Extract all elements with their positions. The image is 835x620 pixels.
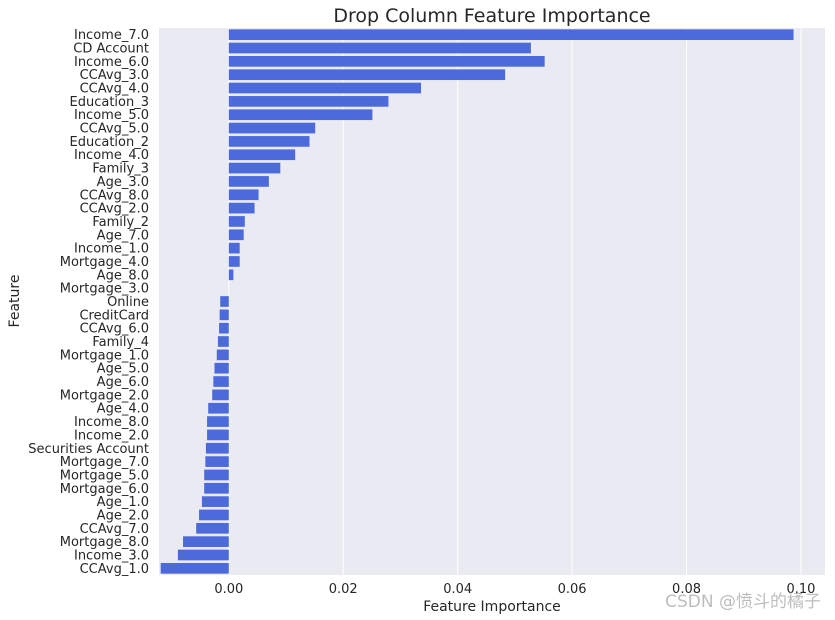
y-tick-label: Family_3 — [92, 162, 149, 177]
y-tick-label: Family_4 — [92, 335, 149, 350]
y-tick-label: CCAvg_7.0 — [80, 522, 149, 537]
y-tick-label: Age_8.0 — [97, 268, 149, 283]
x-tick-label: 0.10 — [786, 582, 815, 597]
y-tick-label: Mortgage_2.0 — [60, 388, 149, 403]
y-tick-label: Age_3.0 — [97, 175, 149, 190]
y-tick-label: CCAvg_5.0 — [80, 122, 149, 137]
x-axis-label: Feature Importance — [423, 599, 561, 615]
y-tick-label: CCAvg_1.0 — [80, 562, 149, 577]
bar — [199, 509, 229, 521]
bar — [220, 296, 229, 307]
bar — [213, 376, 229, 387]
bar — [207, 416, 229, 427]
y-tick-label: CreditCard — [79, 308, 149, 323]
bar — [228, 56, 545, 67]
y-tick-label: Age_2.0 — [97, 508, 149, 523]
y-tick-label: Age_5.0 — [97, 362, 149, 377]
y-tick-label: Age_6.0 — [97, 375, 149, 390]
y-tick-label: Income_5.0 — [74, 108, 149, 123]
bar — [228, 82, 422, 94]
y-tick-label: CCAvg_2.0 — [80, 202, 149, 217]
x-tick-label: 0.02 — [329, 582, 358, 597]
bar — [228, 229, 244, 241]
y-tick-label: Mortgage_8.0 — [60, 535, 149, 550]
bar — [228, 109, 373, 121]
x-tick-label: 0.06 — [558, 582, 587, 597]
y-tick-label: Age_1.0 — [97, 495, 149, 510]
bar — [204, 469, 229, 481]
bar — [205, 456, 229, 467]
bar — [228, 149, 296, 161]
y-axis-label: Feature — [7, 275, 23, 328]
y-tick-label: Income_3.0 — [74, 548, 149, 563]
bar — [207, 429, 229, 441]
bar — [228, 42, 531, 54]
y-tick-label: Income_2.0 — [74, 428, 149, 443]
y-tick-label: Income_8.0 — [74, 415, 149, 430]
chart-title: Drop Column Feature Importance — [333, 5, 650, 27]
bar — [228, 176, 269, 187]
y-tick-label: CD Account — [73, 42, 149, 57]
bar — [208, 402, 229, 414]
y-tick-label: Education_3 — [70, 95, 150, 110]
bar — [219, 309, 229, 321]
bar — [228, 189, 259, 201]
y-tick-label: Age_7.0 — [97, 228, 149, 243]
y-tick-label: Mortgage_5.0 — [60, 468, 149, 483]
y-tick-label: Income_4.0 — [74, 148, 149, 163]
bar — [228, 256, 240, 267]
watermark: CSDN @愤斗的橘子 — [665, 592, 821, 612]
bar — [214, 362, 229, 374]
bar — [228, 29, 794, 41]
y-tick-label: Mortgage_3.0 — [60, 282, 149, 297]
bar — [204, 482, 229, 494]
bar — [183, 536, 229, 547]
bars — [160, 29, 794, 574]
y-tick-label: CCAvg_6.0 — [80, 322, 149, 337]
bar — [228, 216, 245, 227]
x-tick-label: 0.08 — [672, 582, 701, 597]
y-tick-label: Education_2 — [70, 135, 150, 150]
y-tick-label: CCAvg_8.0 — [80, 188, 149, 203]
bar — [205, 442, 229, 454]
y-tick-label: Income_7.0 — [74, 28, 149, 43]
bar — [228, 162, 281, 174]
y-tick-label: Age_4.0 — [97, 402, 149, 417]
x-tick-labels: 0.00 0.02 0.04 0.06 0.08 0.10 — [214, 582, 815, 597]
y-tick-label: Mortgage_6.0 — [60, 482, 149, 497]
bar — [228, 242, 240, 254]
y-tick-label: Mortgage_4.0 — [60, 255, 149, 270]
bar — [196, 522, 229, 534]
y-tick-label: Securities Account — [28, 442, 149, 457]
bar — [228, 69, 506, 81]
bar — [228, 122, 316, 134]
y-tick-labels: Income_7.0CD AccountIncome_6.0CCAvg_3.0C… — [28, 28, 149, 577]
bar — [219, 322, 229, 334]
bar — [160, 562, 229, 574]
bar — [228, 96, 389, 107]
y-tick-label: Income_6.0 — [74, 55, 149, 70]
x-tick-label: 0.00 — [214, 582, 243, 597]
y-tick-label: Online — [107, 295, 149, 310]
y-tick-label: Income_1.0 — [74, 242, 149, 257]
bar — [228, 136, 310, 147]
y-tick-label: CCAvg_3.0 — [80, 68, 149, 83]
y-tick-label: Mortgage_7.0 — [60, 455, 149, 470]
bar — [228, 269, 234, 281]
y-tick-label: Mortgage_1.0 — [60, 348, 149, 363]
bar — [212, 389, 229, 401]
y-tick-label: CCAvg_4.0 — [80, 82, 149, 97]
bar — [216, 349, 229, 361]
y-tick-label: Family_2 — [92, 215, 149, 230]
bar — [201, 496, 229, 507]
bar — [228, 202, 255, 214]
bar — [177, 549, 229, 561]
x-tick-label: 0.04 — [443, 582, 472, 597]
bar — [217, 336, 229, 347]
